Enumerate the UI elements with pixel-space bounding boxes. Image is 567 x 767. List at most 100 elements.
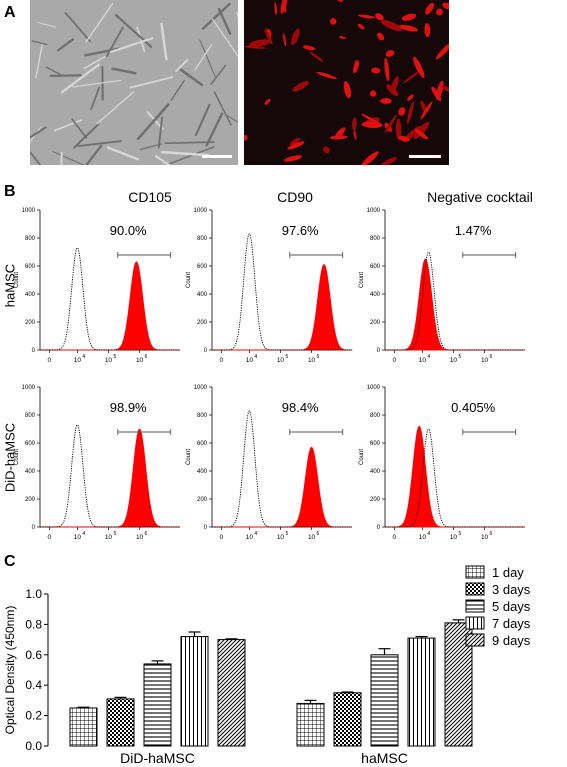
isotype-control-histogram <box>40 247 180 351</box>
fluorescent-cell <box>390 76 399 94</box>
fluorescent-cell <box>384 57 390 82</box>
fluorescent-cell <box>371 67 381 74</box>
cell-shape <box>129 76 174 89</box>
cell-shape <box>35 44 43 78</box>
stained-histogram <box>40 428 180 528</box>
cell-shape <box>210 64 227 86</box>
column-header-negative-cocktail: Negative cocktail <box>427 189 533 205</box>
fluorescent-cell <box>358 14 375 19</box>
x-tick-label: 0 <box>220 534 224 541</box>
cell-shape <box>30 126 47 139</box>
gate-percent: 1.47% <box>455 223 492 238</box>
y-tick-label: 200 <box>197 320 208 326</box>
column-header-cd105: CD105 <box>128 189 172 205</box>
fluorescent-cell <box>385 50 395 57</box>
panel-b-label: B <box>4 183 16 200</box>
legend-swatch <box>465 582 485 596</box>
category-label: haMSC <box>361 750 408 766</box>
fluorescent-cell <box>264 98 271 105</box>
fluorescent-cell <box>401 13 417 21</box>
x-tick-exponent: 4 <box>82 531 85 537</box>
cell-shape <box>236 11 238 19</box>
brightfield-micrograph <box>30 0 238 165</box>
stained-histogram <box>212 264 353 351</box>
y-tick-label: 600 <box>197 441 208 447</box>
fluorescent-cell <box>329 135 348 140</box>
legend-label: 7 days <box>492 616 531 631</box>
x-tick-exponent: 4 <box>427 354 430 360</box>
y-tick-label: 1000 <box>194 208 208 214</box>
y-tick-label: 400 <box>25 469 36 475</box>
fluorescent-cell <box>316 71 337 80</box>
y-tick-label: 1000 <box>22 208 36 214</box>
x-tick-exponent: 6 <box>317 531 320 537</box>
x-tick-label: 0 <box>393 357 397 364</box>
y-tick-label: 1.0 <box>25 587 42 601</box>
y-tick-label: 1000 <box>367 385 381 391</box>
fluorescent-cell <box>407 101 414 124</box>
fluorescent-cell <box>395 118 402 141</box>
fluorescent-cell <box>323 146 330 154</box>
fluorescent-cell <box>420 101 433 120</box>
cell-shape <box>90 86 101 111</box>
cell-shape <box>111 67 137 75</box>
legend-swatch <box>465 565 485 579</box>
cell-shape <box>84 47 121 57</box>
fluorescent-cell <box>431 86 442 101</box>
brightfield-cells-image <box>30 2 238 165</box>
cell-shape <box>77 140 122 148</box>
y-axis-label: Count <box>359 449 365 465</box>
isotype-control-histogram <box>212 233 352 351</box>
x-tick-label: 10 <box>308 357 316 364</box>
y-tick-label: 1000 <box>194 385 208 391</box>
cell-shape <box>211 18 238 58</box>
fluorescent-cell <box>361 113 381 125</box>
x-tick-label: 10 <box>450 357 458 364</box>
x-tick-label: 0 <box>48 534 52 541</box>
x-tick-label: 10 <box>246 534 254 541</box>
cell-shape <box>73 123 100 149</box>
y-tick-label: 1000 <box>22 385 36 391</box>
fluorescent-cell <box>361 121 383 128</box>
gate-percent: 98.9% <box>110 400 147 415</box>
y-tick-label: 200 <box>370 497 381 503</box>
fluorescent-cell <box>420 100 427 113</box>
fluorescent-cell <box>352 117 357 131</box>
y-tick-label: 400 <box>370 292 381 298</box>
cell-shape <box>106 146 139 161</box>
stained-histogram <box>212 446 352 528</box>
fluorescent-cell <box>380 98 392 104</box>
fluorescent-cell <box>375 13 384 21</box>
fluorescent-cell <box>244 45 266 49</box>
fluorescent-cell <box>442 2 449 10</box>
cell-shape <box>85 144 103 165</box>
cell-shape <box>160 22 168 61</box>
legend-swatch <box>465 616 485 630</box>
fluorescent-cell <box>283 33 287 47</box>
x-tick-label: 10 <box>419 357 427 364</box>
fluorescent-cell <box>292 81 309 92</box>
fluorescent-cell <box>436 42 449 60</box>
y-tick-label: 400 <box>25 292 36 298</box>
y-tick-label: 1000 <box>367 208 381 214</box>
fluorescent-cell <box>414 129 428 140</box>
cell-shape <box>71 79 122 88</box>
x-tick-exponent: 6 <box>145 354 148 360</box>
x-tick-exponent: 4 <box>254 531 257 537</box>
fluorescence-micrograph <box>244 0 449 165</box>
y-tick-label: 0 <box>32 525 36 531</box>
fluorescent-cell <box>413 56 425 78</box>
scale-bar <box>409 155 441 158</box>
optical-density-bar-chart: 0.0 0.2 0.4 0.6 0.8 1.0 Optical Density (450nm… <box>3 565 531 766</box>
fluorescent-cell <box>309 51 324 63</box>
y-tick-label: 0 <box>377 525 381 531</box>
y-tick-label: 0.8 <box>25 617 42 631</box>
y-tick-label: 600 <box>197 264 208 270</box>
x-tick-label: 10 <box>481 357 489 364</box>
fluorescent-cell <box>302 45 316 51</box>
y-tick-label: 200 <box>197 497 208 503</box>
y-tick-label: 0 <box>377 348 381 354</box>
